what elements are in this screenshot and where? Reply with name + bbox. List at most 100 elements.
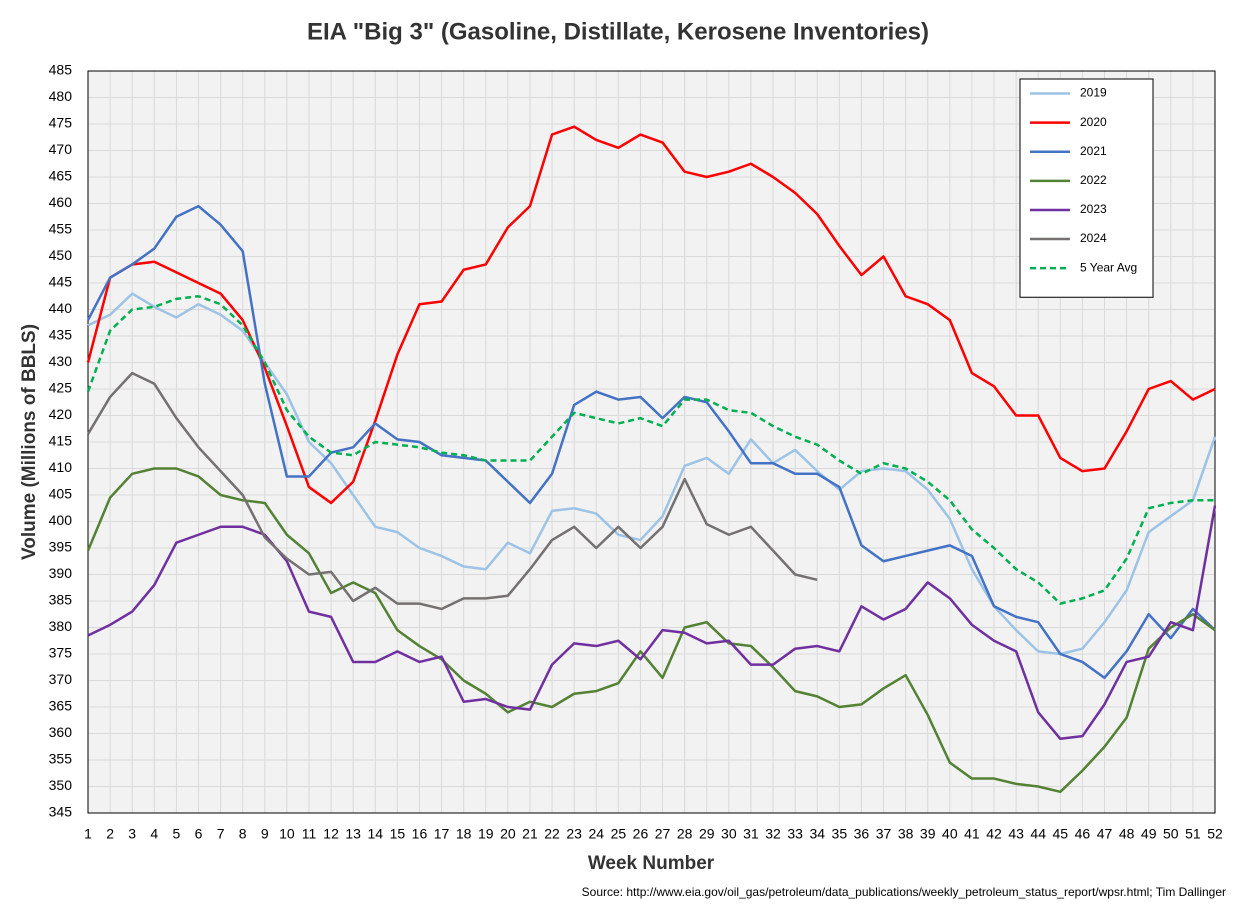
y-tick-label: 485 (49, 62, 73, 78)
y-tick-label: 470 (49, 141, 73, 157)
x-tick-label: 14 (367, 826, 383, 842)
x-tick-label: 12 (323, 826, 339, 842)
x-tick-label: 33 (787, 826, 803, 842)
x-tick-label: 23 (566, 826, 582, 842)
x-tick-label: 16 (412, 826, 428, 842)
x-tick-label: 4 (150, 826, 158, 842)
y-tick-label: 380 (49, 618, 73, 634)
x-tick-label: 44 (1030, 826, 1046, 842)
x-tick-label: 35 (832, 826, 848, 842)
x-tick-label: 7 (217, 826, 225, 842)
x-tick-label: 30 (721, 826, 737, 842)
x-tick-label: 17 (434, 826, 450, 842)
legend-label: 2024 (1080, 231, 1107, 245)
x-tick-label: 10 (279, 826, 295, 842)
y-tick-label: 410 (49, 459, 73, 475)
series-line (86, 467, 1216, 794)
x-tick-label: 32 (765, 826, 781, 842)
y-tick-label: 435 (49, 327, 73, 343)
legend-label: 5 Year Avg (1080, 260, 1137, 274)
y-tick-label: 450 (49, 247, 73, 263)
y-tick-label: 425 (49, 380, 73, 396)
y-tick-label: 350 (49, 777, 73, 793)
x-tick-label: 42 (986, 826, 1002, 842)
legend-label: 2019 (1080, 86, 1107, 100)
x-tick-label: 8 (239, 826, 247, 842)
y-tick-label: 375 (49, 645, 73, 661)
x-tick-label: 9 (261, 826, 269, 842)
y-tick-label: 390 (49, 565, 73, 581)
y-tick-label: 355 (49, 751, 73, 767)
x-tick-label: 27 (655, 826, 671, 842)
y-tick-label: 415 (49, 433, 73, 449)
x-tick-label: 3 (128, 826, 136, 842)
x-tick-label: 49 (1141, 826, 1157, 842)
x-tick-label: 34 (809, 826, 825, 842)
x-tick-label: 38 (898, 826, 914, 842)
y-tick-label: 460 (49, 194, 73, 210)
y-tick-label: 365 (49, 698, 73, 714)
series-line (86, 204, 1216, 680)
x-tick-label: 31 (743, 826, 759, 842)
x-tick-label: 48 (1119, 826, 1135, 842)
x-tick-label: 2 (106, 826, 114, 842)
x-tick-label: 43 (1008, 826, 1024, 842)
legend-box (1019, 78, 1154, 298)
x-tick-label: 52 (1207, 826, 1223, 842)
y-tick-label: 405 (49, 486, 73, 502)
x-tick-label: 29 (699, 826, 715, 842)
x-tick-label: 13 (345, 826, 361, 842)
x-tick-label: 37 (876, 826, 892, 842)
y-axis-label: Volume (Millions of BBLS) (19, 324, 40, 560)
x-tick-label: 46 (1075, 826, 1091, 842)
x-tick-label: 1 (84, 826, 92, 842)
y-tick-label: 440 (49, 300, 73, 316)
x-tick-label: 19 (478, 826, 494, 842)
x-tick-label: 21 (522, 826, 538, 842)
y-tick-label: 385 (49, 592, 73, 608)
y-tick-label: 475 (49, 115, 73, 131)
legend-label: 2020 (1080, 115, 1107, 129)
y-tick-label: 420 (49, 406, 73, 422)
y-tick-label: 480 (49, 88, 73, 104)
x-tick-label: 15 (390, 826, 406, 842)
plot-border (87, 70, 1216, 814)
x-tick-label: 20 (500, 826, 516, 842)
series-line (86, 125, 1216, 505)
y-tick-label: 455 (49, 221, 73, 237)
x-tick-label: 5 (172, 826, 180, 842)
y-tick-label: 465 (49, 168, 73, 184)
x-tick-label: 45 (1053, 826, 1069, 842)
x-tick-label: 28 (677, 826, 693, 842)
legend-label: 2022 (1080, 173, 1107, 187)
x-tick-label: 50 (1163, 826, 1179, 842)
y-tick-label: 360 (49, 724, 73, 740)
series-line (86, 371, 818, 611)
y-tick-label: 370 (49, 671, 73, 687)
x-tick-label: 26 (633, 826, 649, 842)
source-note: Source: http://www.eia.gov/oil_gas/petro… (582, 885, 1226, 899)
series-line (86, 295, 1215, 605)
x-tick-label: 22 (544, 826, 560, 842)
x-tick-label: 18 (456, 826, 472, 842)
legend-label: 2023 (1080, 202, 1107, 216)
series-line (87, 292, 1217, 656)
x-tick-label: 41 (964, 826, 980, 842)
x-tick-label: 25 (611, 826, 627, 842)
x-tick-label: 51 (1185, 826, 1201, 842)
x-tick-label: 36 (854, 826, 870, 842)
x-tick-label: 47 (1097, 826, 1113, 842)
x-axis-label: Week Number (588, 853, 715, 874)
x-tick-label: 24 (588, 826, 604, 842)
x-tick-label: 6 (195, 826, 203, 842)
x-tick-label: 39 (920, 826, 936, 842)
y-tick-label: 345 (49, 804, 73, 820)
chart-title: EIA "Big 3" (Gasoline, Distillate, Keros… (307, 18, 929, 45)
y-tick-label: 445 (49, 274, 73, 290)
y-tick-label: 430 (49, 353, 73, 369)
legend-label: 2021 (1080, 144, 1107, 158)
y-tick-label: 395 (49, 539, 73, 555)
x-tick-label: 40 (942, 826, 958, 842)
x-tick-label: 11 (302, 826, 317, 842)
